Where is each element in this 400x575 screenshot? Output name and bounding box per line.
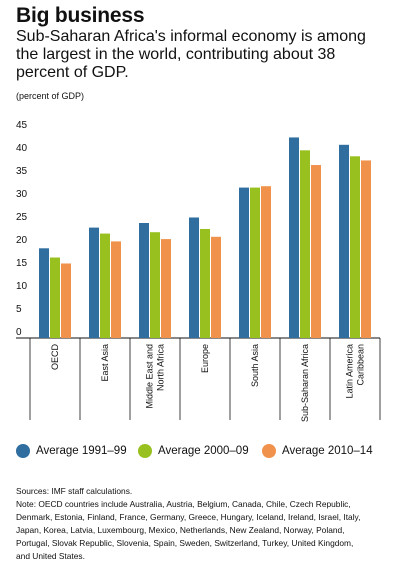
bar-2: [150, 232, 160, 338]
bar-2: [350, 156, 360, 338]
y-tick-label: 15: [16, 258, 28, 269]
bar-2: [250, 187, 260, 338]
category-label: Caribbean: [356, 344, 366, 386]
bar-2: [200, 228, 210, 338]
category-label: North Africa: [156, 344, 166, 391]
category-label: East Asia: [100, 344, 110, 382]
note-line-5: and United States.: [16, 551, 85, 561]
y-tick-label: 35: [16, 166, 28, 177]
bar-3: [211, 236, 221, 338]
legend-label-2010-14: Average 2010–14: [282, 445, 373, 457]
legend-label-1991-99: Average 1991–99: [36, 445, 127, 457]
bar-2: [50, 257, 60, 338]
legend-label-2000-09: Average 2000–09: [158, 445, 249, 457]
category-label: South Asia: [250, 344, 260, 387]
bar-1: [189, 217, 199, 338]
note-line-3: Japan, Korea, Latvia, Luxembourg, Mexico…: [16, 525, 345, 535]
bar-3: [311, 165, 321, 338]
category-label: Europe: [200, 344, 210, 373]
bar-1: [239, 187, 249, 338]
y-tick-label: 20: [16, 235, 28, 246]
category-label: OECD: [50, 344, 60, 371]
y-tick-label: 0: [16, 327, 22, 338]
category-label: Middle East and: [145, 344, 155, 409]
legend-item-2010-14: Average 2010–14: [262, 444, 373, 458]
legend-swatch-1991-99: [16, 444, 30, 458]
note-line-2: Denmark, Estonia, Finland, France, Germa…: [16, 512, 361, 522]
bar-1: [39, 248, 49, 338]
y-tick-label: 30: [16, 189, 28, 200]
bar-2: [100, 233, 110, 338]
source-note: Sources: IMF staff calculations.: [16, 486, 133, 496]
category-label: Latin America: [345, 344, 355, 399]
bar-1: [339, 144, 349, 338]
category-label: Sub-Saharan Africa: [300, 344, 310, 422]
chart-subtitle: Sub-Saharan Africa's informal economy is…: [16, 28, 366, 81]
bar-2: [300, 150, 310, 338]
bar-1: [89, 227, 99, 338]
unit-label: (percent of GDP): [16, 91, 85, 101]
note-line-4: Portugal, Slovak Republic, Slovenia, Spa…: [16, 538, 354, 548]
y-tick-label: 25: [16, 212, 28, 223]
legend-swatch-2010-14: [262, 444, 276, 458]
bar-1: [139, 223, 149, 338]
bar-3: [111, 241, 121, 338]
y-tick-label: 5: [16, 304, 22, 315]
bar-1: [289, 137, 299, 338]
notes-block: Sources: IMF staff calculations. Note: O…: [16, 485, 391, 563]
y-tick-label: 10: [16, 281, 28, 292]
y-tick-label: 40: [16, 143, 28, 154]
bar-3: [261, 186, 271, 338]
legend: Average 1991–99 Average 2000–09 Average …: [16, 444, 400, 462]
bar-chart: 0 5 10 15 20 25 30 35 40 45 OECD East Asia Middle Ea…: [16, 120, 381, 422]
note-line-1: Note: OECD countries include Australia, …: [16, 499, 351, 509]
y-tick-label: 45: [16, 120, 28, 131]
bar-3: [61, 263, 71, 338]
legend-item-1991-99: Average 1991–99: [16, 444, 127, 458]
legend-item-2000-09: Average 2000–09: [138, 444, 249, 458]
chart-title: Big business: [16, 4, 145, 27]
legend-swatch-2000-09: [138, 444, 152, 458]
bar-3: [361, 160, 371, 338]
bar-3: [161, 239, 171, 338]
